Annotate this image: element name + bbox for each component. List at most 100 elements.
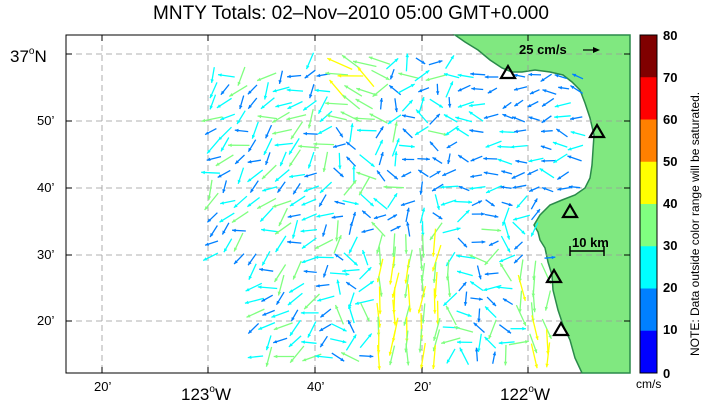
current-vector xyxy=(349,123,354,142)
current-vector xyxy=(319,110,333,123)
current-vector xyxy=(259,267,274,272)
current-vector xyxy=(418,87,430,93)
current-vector xyxy=(348,236,358,254)
current-vector xyxy=(335,126,344,138)
current-vector xyxy=(261,164,277,180)
current-vector xyxy=(256,72,277,82)
current-vector xyxy=(202,252,219,262)
current-vector xyxy=(401,171,412,178)
map-title: MNTY Totals: 02–Nov–2010 05:00 GMT+0.000 xyxy=(153,3,549,24)
current-vector xyxy=(468,110,484,122)
current-vector xyxy=(377,345,381,370)
current-vector xyxy=(428,60,443,66)
current-vector xyxy=(247,169,264,183)
current-vector xyxy=(455,116,473,123)
current-vector xyxy=(497,158,513,165)
current-vector xyxy=(572,73,584,80)
current-vector xyxy=(458,185,470,192)
current-vector xyxy=(204,128,217,136)
current-vector xyxy=(394,151,398,167)
current-vector xyxy=(512,184,527,189)
current-vector xyxy=(429,222,443,241)
current-vector xyxy=(359,354,374,358)
current-vector xyxy=(327,57,353,70)
current-vector xyxy=(471,240,486,244)
colorbar-cell xyxy=(640,204,657,247)
current-vector xyxy=(419,248,424,271)
current-vector xyxy=(220,137,230,152)
current-vector xyxy=(287,292,303,306)
current-vector xyxy=(532,290,537,313)
current-vector xyxy=(391,138,400,157)
current-vector xyxy=(247,355,264,359)
current-vector xyxy=(245,282,263,292)
current-vector xyxy=(400,200,416,207)
current-vector xyxy=(417,169,429,178)
current-vector xyxy=(476,265,482,280)
current-vector xyxy=(357,66,375,88)
current-vector xyxy=(319,181,333,194)
current-vector xyxy=(343,179,357,196)
current-vector xyxy=(556,171,570,181)
current-vector xyxy=(345,334,357,351)
current-vector xyxy=(247,159,262,164)
current-vector xyxy=(404,234,408,254)
current-vector xyxy=(421,303,426,324)
current-vector xyxy=(278,70,284,85)
current-vector xyxy=(457,209,470,223)
current-vector xyxy=(557,186,571,191)
lat-label: 40’ xyxy=(37,180,54,195)
current-vector xyxy=(215,154,234,167)
current-vector xyxy=(271,310,290,318)
current-vector xyxy=(456,340,473,344)
current-vector xyxy=(387,114,402,125)
current-vector xyxy=(287,100,303,110)
current-vector xyxy=(447,153,451,165)
current-vector xyxy=(558,86,570,90)
current-vector xyxy=(272,128,292,135)
saturation-note: NOTE: Data outside color range will be s… xyxy=(688,91,702,356)
current-vector xyxy=(369,113,388,124)
current-vector xyxy=(499,254,516,263)
current-vector xyxy=(431,345,437,370)
current-vector xyxy=(457,73,474,79)
lon-label: 20’ xyxy=(414,379,431,394)
current-vector xyxy=(484,213,499,218)
current-vector xyxy=(274,169,290,182)
current-vector xyxy=(325,71,349,76)
scale-arrow-label: 25 cm/s xyxy=(519,42,567,57)
current-vector xyxy=(288,149,301,167)
current-vector xyxy=(292,183,301,195)
current-vector xyxy=(233,232,244,252)
current-vector xyxy=(265,346,273,367)
current-vector xyxy=(499,130,515,134)
current-vector xyxy=(486,296,497,307)
current-vector xyxy=(499,324,512,334)
current-vector xyxy=(247,84,258,95)
current-vector xyxy=(318,194,327,207)
current-vector xyxy=(345,281,357,290)
current-vector xyxy=(463,291,468,306)
current-vector xyxy=(358,280,375,293)
current-vector xyxy=(360,193,375,207)
current-vector xyxy=(304,69,316,79)
current-vector xyxy=(421,233,426,258)
current-vector xyxy=(361,228,374,233)
current-vector xyxy=(431,228,437,257)
current-vector xyxy=(387,192,398,209)
current-vector xyxy=(244,297,264,305)
current-vector xyxy=(446,348,456,364)
current-vector xyxy=(279,151,287,167)
current-vector xyxy=(276,181,286,193)
current-vector xyxy=(545,342,551,368)
current-vector xyxy=(514,99,524,107)
current-vector xyxy=(453,326,474,333)
current-vector xyxy=(418,328,423,353)
current-vector xyxy=(515,159,528,164)
current-vector xyxy=(503,344,508,366)
current-vector xyxy=(248,263,257,280)
current-vector xyxy=(544,290,552,311)
current-vector xyxy=(541,115,552,124)
current-vector xyxy=(394,98,398,113)
current-vector xyxy=(220,199,236,205)
